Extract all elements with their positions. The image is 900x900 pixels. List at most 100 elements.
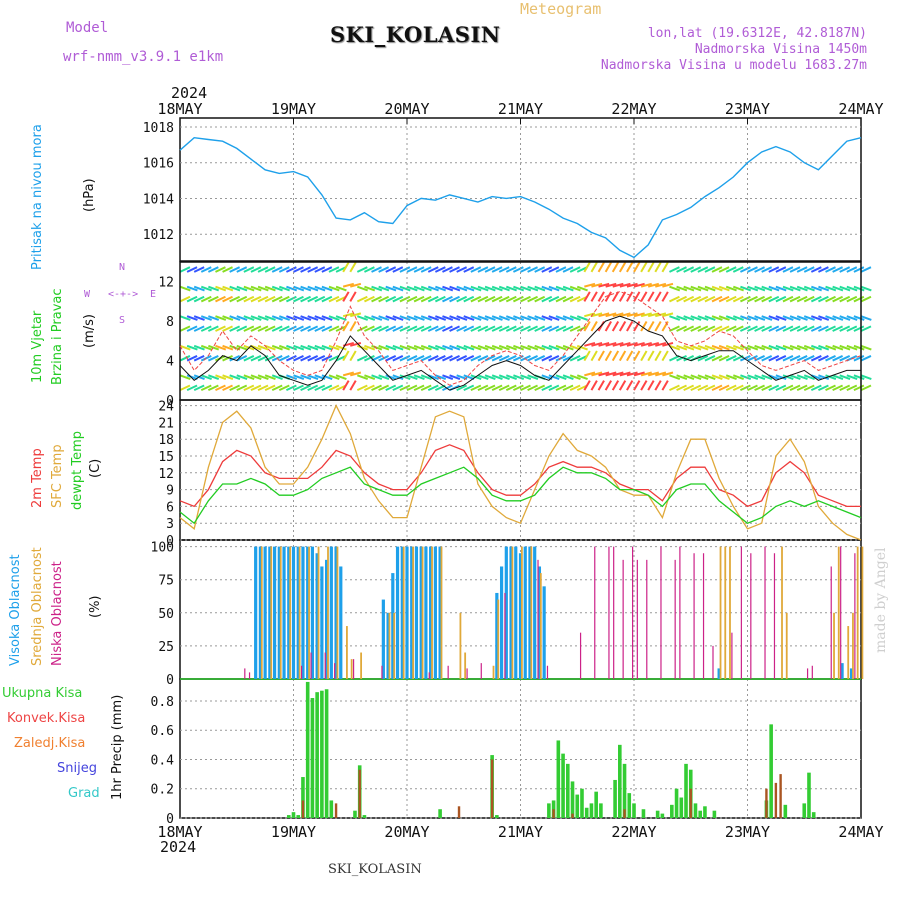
wind-barb — [349, 312, 362, 318]
cloud-bar-2 — [300, 665, 303, 679]
wind-barb — [789, 325, 801, 332]
wind-barb — [796, 374, 808, 381]
cloud-bar-0 — [438, 546, 442, 679]
wind-speed-line-0 — [179, 291, 862, 386]
wind-barb — [413, 325, 425, 332]
wind-barb — [739, 325, 751, 332]
cloud-bar-0 — [433, 546, 437, 679]
wind-barb — [832, 374, 844, 381]
wind-barb — [782, 266, 794, 273]
wind-barb — [293, 285, 305, 292]
wind-barb — [520, 384, 531, 392]
wind-barb — [505, 384, 517, 392]
wind-barb — [825, 266, 836, 273]
wind-barb — [257, 315, 269, 321]
wind-barb — [321, 285, 333, 292]
wind-barb — [470, 295, 482, 303]
wind-barb — [264, 374, 276, 381]
wind-barb — [803, 315, 815, 321]
wind-barb — [435, 315, 447, 321]
wind-barb — [569, 355, 581, 362]
wind-barb — [271, 285, 283, 292]
cloud-bar-2 — [310, 652, 312, 679]
wind-barb — [633, 371, 645, 377]
wind-barb — [697, 285, 709, 292]
wind-barb — [179, 344, 191, 351]
wind-barb — [491, 295, 503, 303]
wind-barb — [683, 325, 695, 332]
wind-barb — [661, 320, 669, 332]
wind-barb — [442, 285, 454, 292]
wind-barb — [498, 295, 510, 303]
wind-barb — [271, 374, 283, 381]
wind-barb — [661, 261, 669, 273]
wind-barb — [527, 355, 538, 362]
wind-barb — [598, 341, 610, 347]
wind-barb — [208, 344, 220, 351]
wind-barb — [569, 325, 581, 332]
wind-barb — [456, 325, 468, 332]
wind-barb — [208, 285, 220, 292]
wind-barb — [222, 295, 233, 303]
cloud-bar-1 — [327, 546, 329, 679]
wind-barb — [193, 325, 205, 332]
wind-barb — [839, 266, 851, 273]
wind-barb — [796, 285, 808, 292]
cloud-bar-1 — [346, 626, 348, 679]
wind-barb — [413, 266, 425, 273]
wind-barb — [569, 285, 581, 292]
wind-barb — [583, 261, 591, 273]
x-tick-bottom: 18MAY — [157, 823, 202, 841]
wind-barb — [385, 384, 397, 392]
wind-barb — [385, 315, 397, 321]
wind-barb — [825, 355, 836, 362]
wind-barb — [179, 355, 191, 362]
wind-barb — [520, 355, 531, 362]
precip-bar-0 — [622, 763, 627, 818]
wind-barb — [803, 355, 815, 362]
wind-barb — [633, 312, 645, 318]
cloud-bar-0 — [296, 546, 300, 679]
wind-barb — [576, 285, 588, 292]
wind-barb — [747, 355, 758, 362]
wind-barb — [179, 384, 191, 392]
wind-barb — [520, 266, 531, 273]
wind-barb — [512, 384, 524, 392]
wind-barb — [364, 266, 375, 273]
wind-barb — [860, 374, 872, 381]
wind-barb — [683, 344, 695, 351]
wind-barb — [342, 320, 350, 332]
wind-barb — [569, 295, 581, 303]
wind-barb — [633, 291, 641, 302]
wind-barb — [704, 355, 716, 362]
wind-barb — [420, 285, 432, 292]
cloud-bar-2 — [830, 566, 832, 679]
wind-barb — [371, 295, 382, 303]
cloud-bar-1 — [539, 573, 542, 679]
wind-barb — [839, 344, 851, 351]
wind-barb — [754, 315, 766, 321]
wind-barb — [761, 374, 773, 381]
wind-barb — [456, 355, 468, 362]
wind-barb — [669, 295, 680, 303]
wind-barb — [853, 285, 865, 292]
cloud-bar-2 — [546, 665, 549, 679]
wind-barb — [406, 344, 418, 351]
wind-barb — [640, 312, 652, 318]
precip-bar-0 — [802, 803, 807, 818]
precip-bar-0 — [296, 815, 301, 818]
wind-barb — [796, 315, 808, 321]
wind-barb — [669, 315, 681, 321]
wind-barb — [825, 295, 836, 303]
wind-barb — [541, 344, 553, 351]
wind-barb — [463, 295, 475, 303]
wind-barb — [392, 295, 404, 303]
precip-bar-0 — [353, 810, 357, 818]
wind-barb — [420, 315, 432, 321]
wind-barb — [356, 355, 368, 362]
wind-barb — [860, 315, 872, 321]
pressure-tick: 1016 — [143, 157, 174, 172]
wind-barb — [846, 285, 858, 292]
wind-barb — [371, 315, 383, 321]
wind-barb — [654, 350, 662, 362]
